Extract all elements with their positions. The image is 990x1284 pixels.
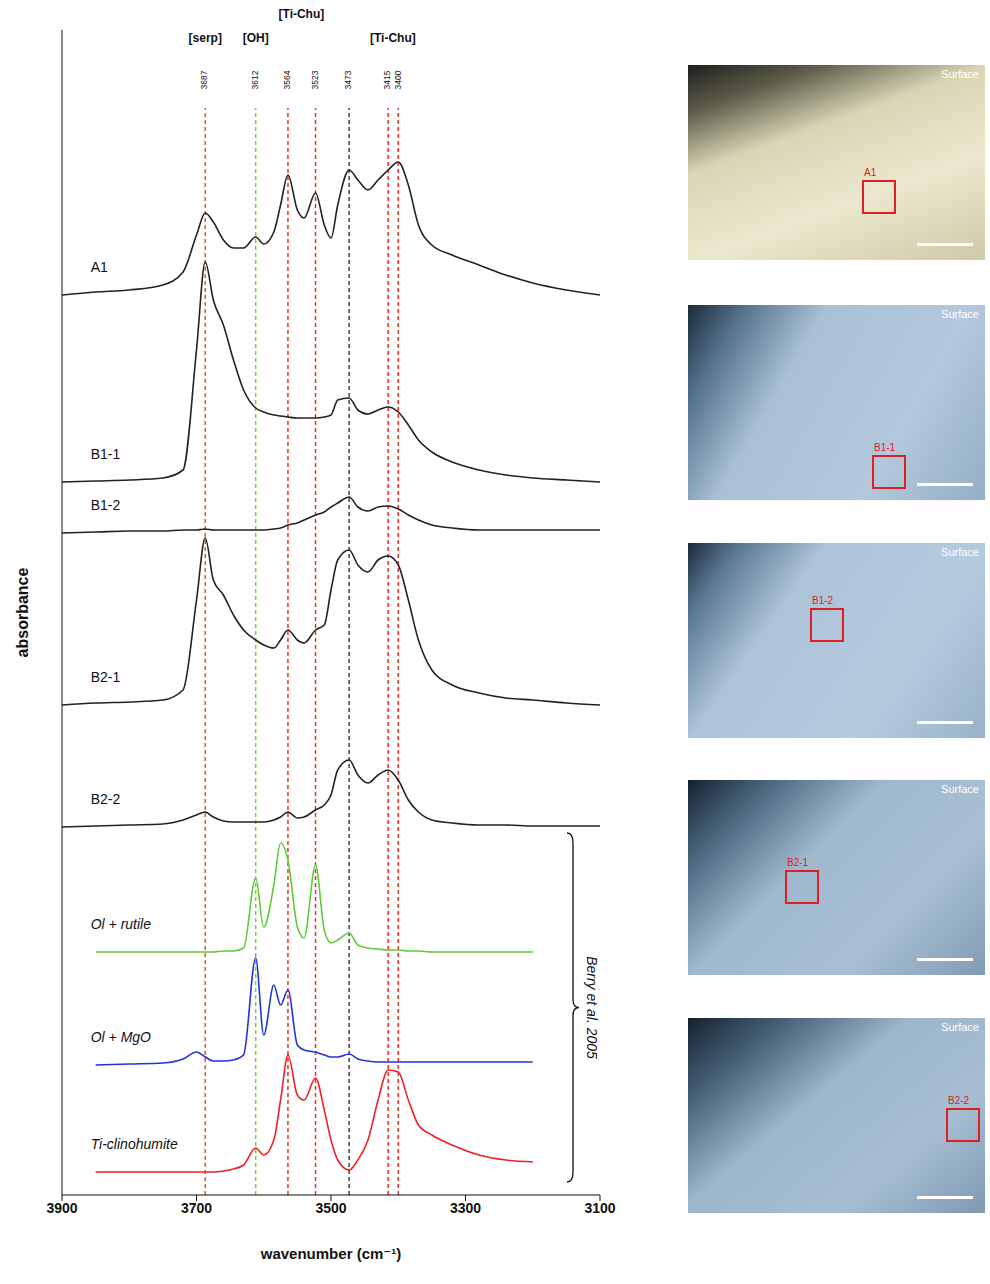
svg-text:3400: 3400 [393,70,403,89]
html-text:Surface: Surface [941,68,979,80]
html-text:B1-1: B1-1 [874,442,896,453]
svg-text:3564: 3564 [282,70,292,89]
svg-text:Ol + MgO: Ol + MgO [91,1029,151,1045]
svg-text:3100: 3100 [584,1200,615,1216]
html-text:B1-2: B1-2 [812,595,834,606]
html-text:A1: A1 [864,167,877,178]
svg-text:B2-2: B2-2 [91,791,121,807]
svg-text:wavenumber (cm⁻¹): wavenumber (cm⁻¹) [260,1245,401,1262]
html-text:Surface: Surface [941,1021,979,1033]
svg-text:B1-2: B1-2 [91,497,121,513]
svg-text:B1-1: B1-1 [91,446,121,462]
svg-text:[Ti-Chu]: [Ti-Chu] [370,31,416,45]
svg-text:[Ti-Chu]: [Ti-Chu] [279,7,325,21]
svg-text:3415: 3415 [382,70,392,89]
html-text:Surface: Surface [941,546,979,558]
svg-text:3700: 3700 [181,1200,212,1216]
svg-text:[OH]: [OH] [243,31,269,45]
svg-text:Ti-clinohumite: Ti-clinohumite [91,1136,178,1152]
html-text:Surface: Surface [941,308,979,320]
svg-text:3473: 3473 [343,70,353,89]
html-text:B2-1: B2-1 [787,857,809,868]
svg-text:A1: A1 [91,259,108,275]
svg-text:absorbance: absorbance [14,567,31,657]
svg-text:[serp]: [serp] [189,31,222,45]
svg-text:3300: 3300 [450,1200,481,1216]
svg-text:Ol + rutile: Ol + rutile [91,916,152,932]
svg-text:3523: 3523 [310,70,320,89]
html-text:B2-2: B2-2 [948,1095,970,1106]
svg-text:Berry et al. 2005: Berry et al. 2005 [584,956,600,1059]
svg-text:B2-1: B2-1 [91,669,121,685]
svg-text:3900: 3900 [46,1200,77,1216]
svg-text:3612: 3612 [250,70,260,89]
svg-text:3500: 3500 [315,1200,346,1216]
html-text:Surface: Surface [941,783,979,795]
svg-text:3687: 3687 [199,70,209,89]
